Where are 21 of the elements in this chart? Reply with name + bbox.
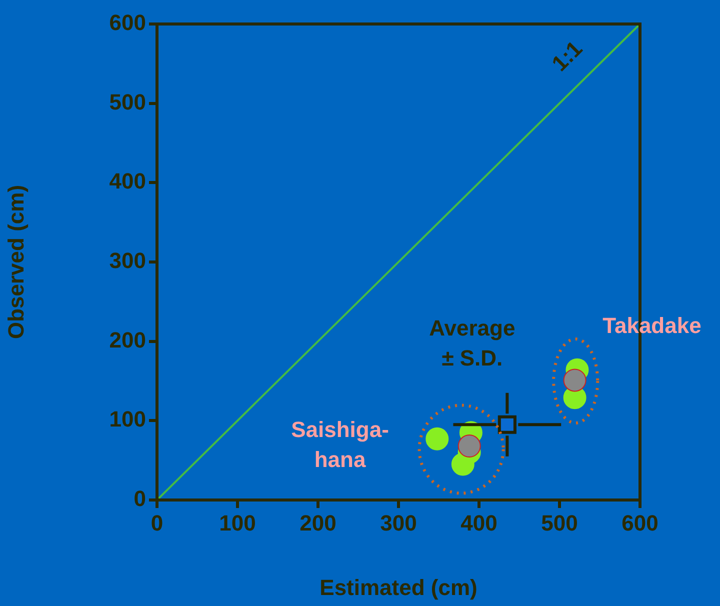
- y-tick-label: 0: [134, 486, 146, 512]
- x-tick-label: 300: [380, 510, 417, 536]
- x-tick-label: 600: [622, 510, 658, 536]
- x-tick-label: 0: [150, 510, 164, 536]
- y-tick-label: 600: [109, 10, 146, 36]
- x-tick-label: 500: [541, 510, 578, 536]
- y-tick-label: 500: [109, 89, 146, 114]
- point: [426, 427, 449, 450]
- text: Average ± S.D.: [429, 316, 516, 371]
- x-tick-label: 200: [300, 510, 336, 536]
- x-axis-title: Estimated (cm): [320, 574, 478, 600]
- y-axis-title: Observed (cm): [3, 184, 28, 340]
- y-tick-label: 300: [109, 248, 146, 274]
- y-tick-label: 200: [109, 327, 146, 352]
- annotation: Saishiga-hana: [291, 417, 389, 472]
- point: [498, 415, 516, 434]
- text: 1:1: [546, 36, 588, 76]
- x-tick-label: 400: [460, 510, 498, 536]
- y-tick-label: 100: [109, 406, 146, 432]
- y-tick-label: 400: [109, 168, 146, 194]
- x-tick-label: 100: [219, 510, 256, 536]
